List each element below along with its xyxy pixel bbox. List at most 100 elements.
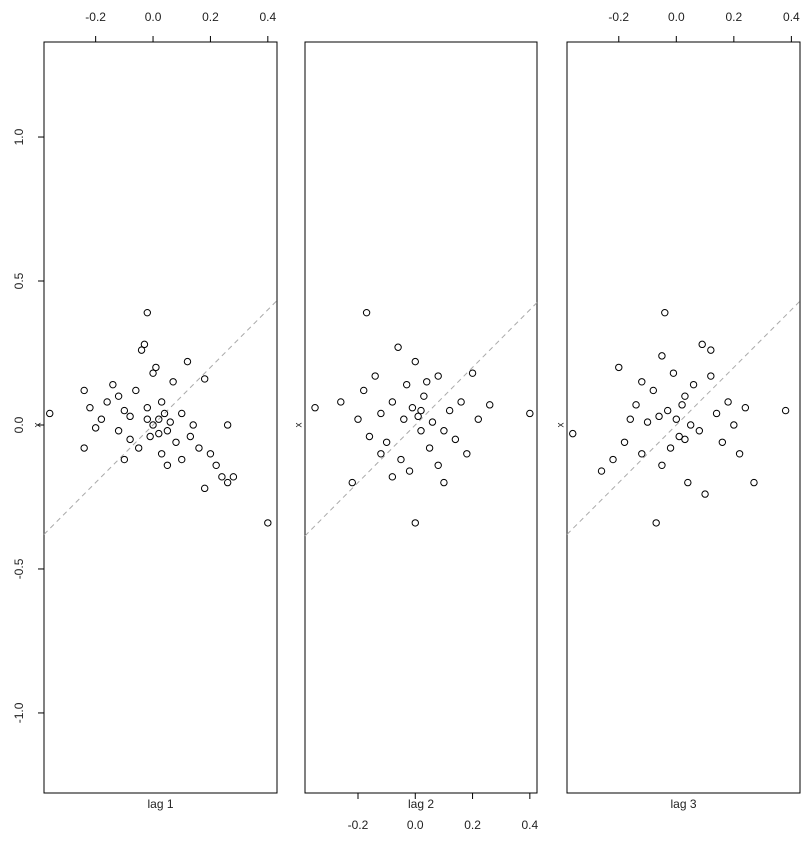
data-point [337,398,345,406]
data-point [86,404,94,412]
data-point [388,473,397,481]
data-point [428,418,437,426]
data-point [652,519,660,527]
data-point [741,404,750,412]
x-tick-label: -0.2 [348,818,369,832]
data-point [423,378,431,386]
x-axis-label: lag 2 [408,797,434,811]
data-point [114,427,123,435]
data-point [114,392,123,400]
data-point [695,427,704,435]
data-point [186,432,195,441]
data-point [388,398,397,406]
data-point [189,421,197,429]
data-point [140,340,149,349]
data-point [663,406,672,415]
data-point [620,438,629,446]
data-point [362,308,371,317]
data-point [686,421,695,429]
data-point [661,308,669,317]
data-point [658,461,666,470]
x-tick-label: 0.0 [145,10,162,24]
data-point [451,435,460,444]
x-tick-label: -0.2 [608,10,629,24]
data-point [80,386,88,395]
data-point [434,372,442,380]
data-point [377,409,385,418]
data-point [724,398,732,406]
data-point [97,415,106,423]
data-point [405,467,414,475]
y-axis-label: x [33,422,44,427]
data-point [707,346,715,354]
y-tick-label: -1.0 [12,702,26,723]
data-point [486,401,494,409]
data-point [394,343,402,351]
y-tick-label: -0.5 [12,558,26,579]
data-point [675,432,683,441]
x-axis-label: lag 1 [147,797,173,811]
x-tick-label: 0.4 [783,10,800,24]
data-point [649,386,657,395]
data-point [414,412,422,421]
data-point [681,435,689,444]
data-point [638,450,646,458]
reference-line [43,300,278,535]
data-point [137,346,146,354]
data-point [223,421,232,429]
data-point [402,380,411,389]
y-axis-label: x [294,422,305,427]
data-point [655,412,663,421]
panel-frame [43,41,278,794]
data-point [411,357,419,366]
panel-frame [304,41,538,794]
data-point [377,450,385,458]
data-point [707,372,715,380]
data-point [157,450,166,458]
data-point [698,340,706,349]
data-point [445,406,454,415]
data-point [658,352,666,360]
data-point [354,415,362,423]
y-tick-label: 0.5 [12,272,26,289]
data-point [134,444,143,452]
data-point [632,401,640,409]
data-point [206,450,215,458]
data-point [132,386,140,395]
data-point [526,409,534,418]
data-point [425,444,434,452]
data-point [91,424,100,432]
data-point [382,438,391,446]
data-point [348,478,356,487]
data-point [143,404,152,412]
data-point [178,455,186,464]
data-point [360,386,368,395]
data-point [701,490,709,498]
data-point [80,444,88,452]
data-point [223,478,232,487]
data-point [160,409,169,418]
data-point [311,404,319,412]
data-point [371,372,379,380]
data-point [169,378,177,386]
data-point [669,369,678,377]
data-point [212,461,220,470]
data-point [626,415,634,423]
data-point [163,461,172,470]
data-point [155,429,163,438]
data-point [120,406,129,415]
data-point [638,378,646,386]
data-point [474,415,482,423]
x-tick-label: 0.2 [202,10,219,24]
data-point [155,415,163,423]
data-point [149,421,157,429]
x-tick-label: 0.0 [668,10,685,24]
data-point [411,519,419,527]
x-tick-label: 0.2 [464,818,481,832]
data-point [434,461,442,470]
data-point [149,369,157,377]
data-point [200,484,209,493]
data-point [397,455,405,464]
data-point [400,415,408,423]
x-tick-label: 0.0 [407,818,424,832]
